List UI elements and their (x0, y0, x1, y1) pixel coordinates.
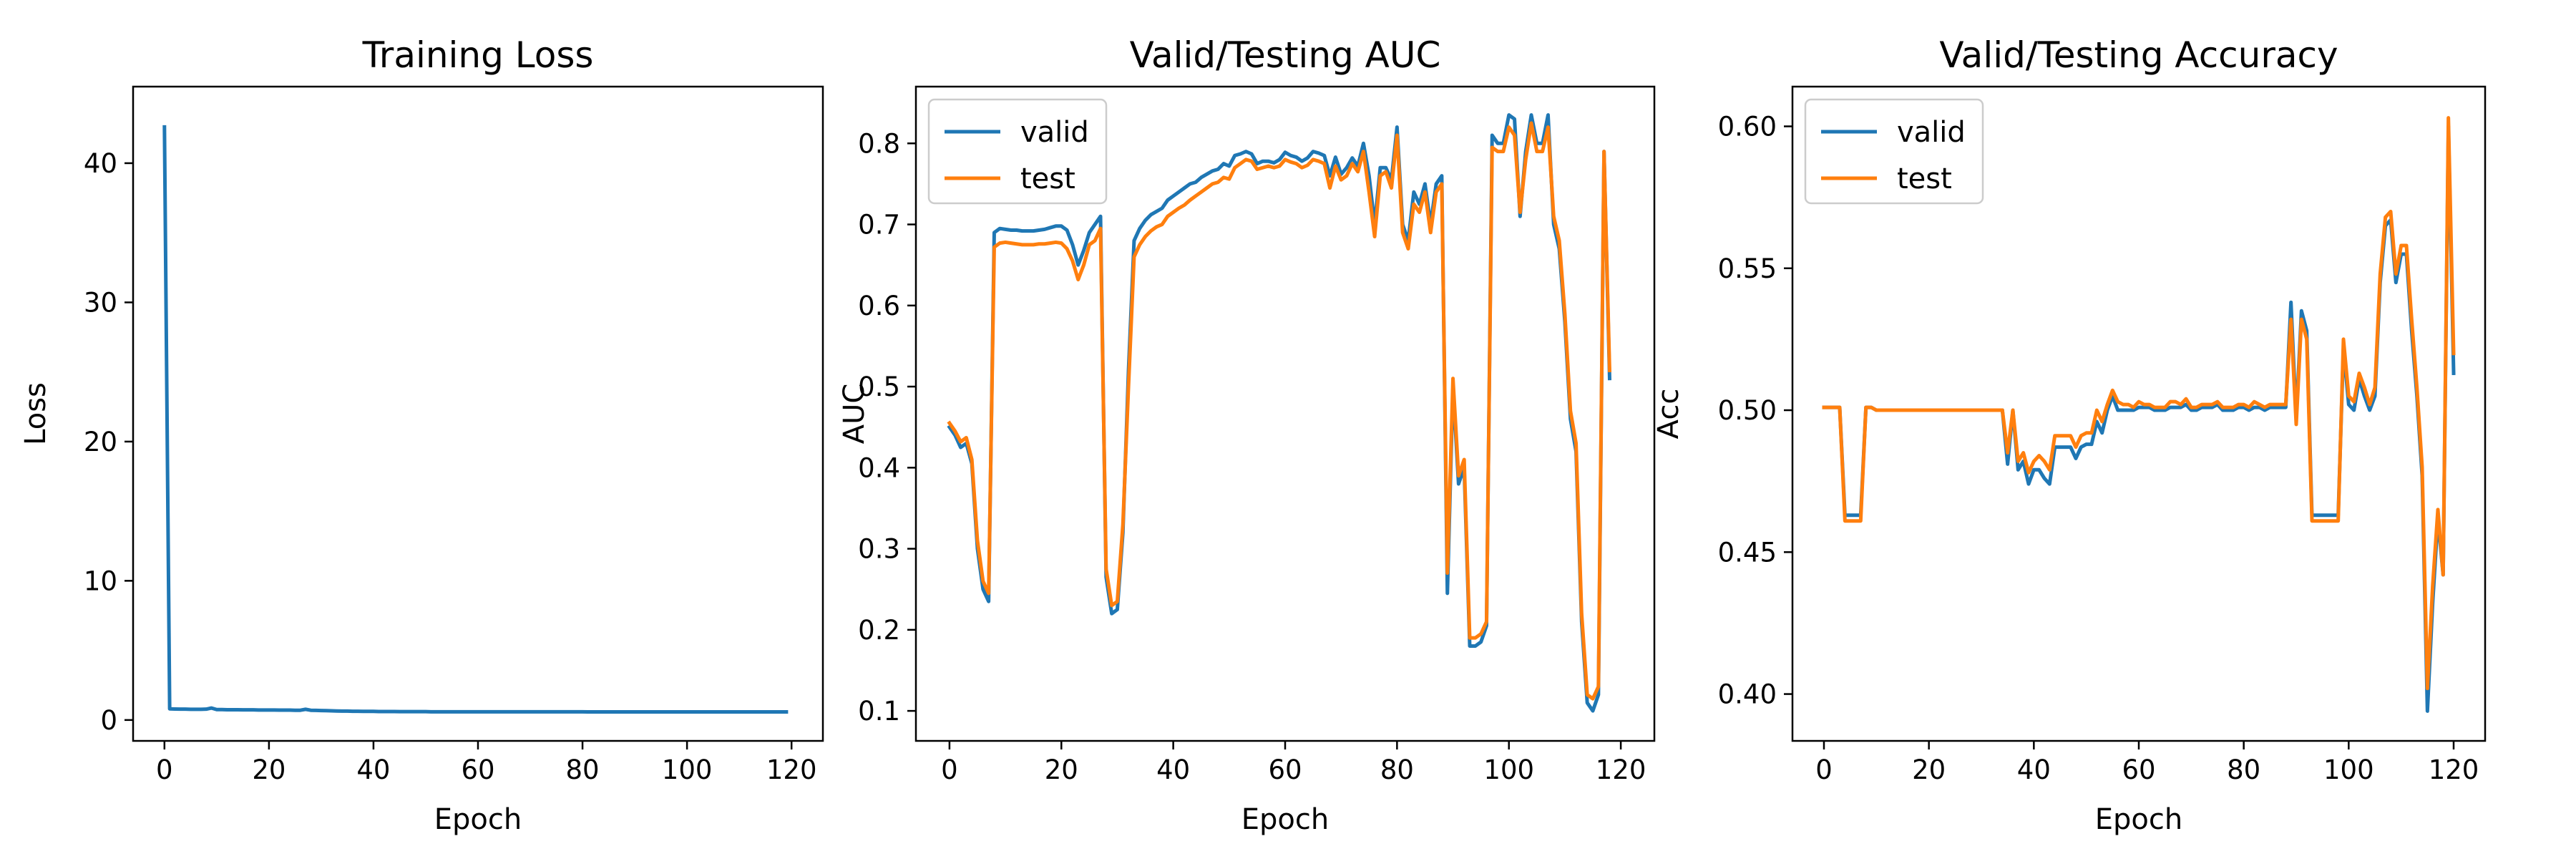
y-tick-label: 0.4 (858, 452, 900, 483)
y-tick-label: 0.55 (1718, 253, 1777, 284)
y-tick-label: 40 (84, 148, 117, 179)
y-tick-label: 0.60 (1718, 112, 1777, 142)
x-tick-label: 100 (2323, 754, 2374, 785)
accuracy-chart-title: Valid/Testing Accuracy (1939, 34, 2338, 76)
y-tick-label: 0.45 (1718, 537, 1777, 568)
x-tick-label: 80 (2227, 754, 2260, 785)
loss-series-group (162, 125, 789, 714)
x-tick-label: 40 (2017, 754, 2051, 785)
auc-legend: valid test (927, 98, 1108, 205)
legend-box (1804, 98, 1984, 205)
loss-chart-title: Training Loss (362, 34, 594, 76)
x-tick-label: 0 (156, 754, 173, 785)
y-tick-label: 0.40 (1718, 679, 1777, 710)
accuracy-panel: Valid/Testing Accuracy 0 20 40 60 80 100 120 0.4… (1652, 34, 2487, 836)
y-tick-label: 0.2 (858, 615, 900, 646)
auc-panel: Valid/Testing AUC 0 20 40 60 80 100 120 0.1 0.2 0.… (838, 34, 1656, 836)
x-tick-label: 60 (2122, 754, 2155, 785)
x-tick-label: 120 (2429, 754, 2479, 785)
x-tick-label: 20 (1045, 754, 1078, 785)
auc-series-line-valid (947, 113, 1612, 713)
x-tick-label: 80 (566, 754, 600, 785)
y-tick-label: 0.6 (858, 291, 900, 321)
x-tick-label: 120 (1596, 754, 1646, 785)
loss-x-axis-label: Epoch (434, 803, 522, 836)
legend-label-valid: valid (1897, 116, 1966, 149)
y-tick-label: 0 (100, 705, 117, 736)
x-tick-label: 40 (1156, 754, 1190, 785)
x-tick-label: 80 (1380, 754, 1414, 785)
accuracy-y-axis-label: Acc (1652, 389, 1685, 440)
legend-label-test: test (1897, 162, 1952, 195)
x-tick-label: 100 (662, 754, 713, 785)
auc-y-axis-label: AUC (838, 384, 871, 445)
training-loss-panel: Training Loss 0 20 40 60 80 100 120 0 10 20 30 40 Epo… (19, 34, 824, 836)
y-tick-label: 0.1 (858, 696, 900, 727)
x-tick-label: 20 (1912, 754, 1946, 785)
y-tick-label: 0.3 (858, 534, 900, 565)
x-tick-label: 100 (1483, 754, 1534, 785)
auc-series-line-test (947, 121, 1612, 701)
x-tick-label: 20 (252, 754, 286, 785)
y-tick-label: 0.50 (1718, 395, 1777, 426)
x-tick-label: 40 (356, 754, 390, 785)
loss-series-line-loss (162, 125, 789, 714)
auc-series-group (947, 113, 1612, 713)
accuracy-x-axis-label: Epoch (2095, 803, 2182, 836)
y-tick-label: 0.8 (858, 128, 900, 159)
loss-y-axis-label: Loss (19, 382, 52, 445)
accuracy-series-group (1822, 116, 2456, 713)
y-tick-label: 10 (84, 566, 117, 596)
x-tick-label: 120 (766, 754, 817, 785)
x-tick-label: 0 (1815, 754, 1833, 785)
auc-x-axis-label: Epoch (1241, 803, 1329, 836)
y-tick-label: 30 (84, 287, 117, 318)
y-tick-label: 0.7 (858, 210, 900, 241)
x-tick-label: 60 (1268, 754, 1302, 785)
y-tick-label: 0.5 (858, 372, 900, 402)
x-tick-label: 60 (461, 754, 494, 785)
x-tick-label: 0 (941, 754, 958, 785)
legend-box (927, 98, 1108, 205)
accuracy-legend: valid test (1804, 98, 1984, 205)
legend-label-valid: valid (1020, 116, 1089, 149)
auc-chart-title: Valid/Testing AUC (1130, 34, 1441, 76)
accuracy-series-line-test (1822, 116, 2456, 691)
legend-label-test: test (1020, 162, 1075, 195)
y-tick-label: 20 (84, 427, 117, 457)
